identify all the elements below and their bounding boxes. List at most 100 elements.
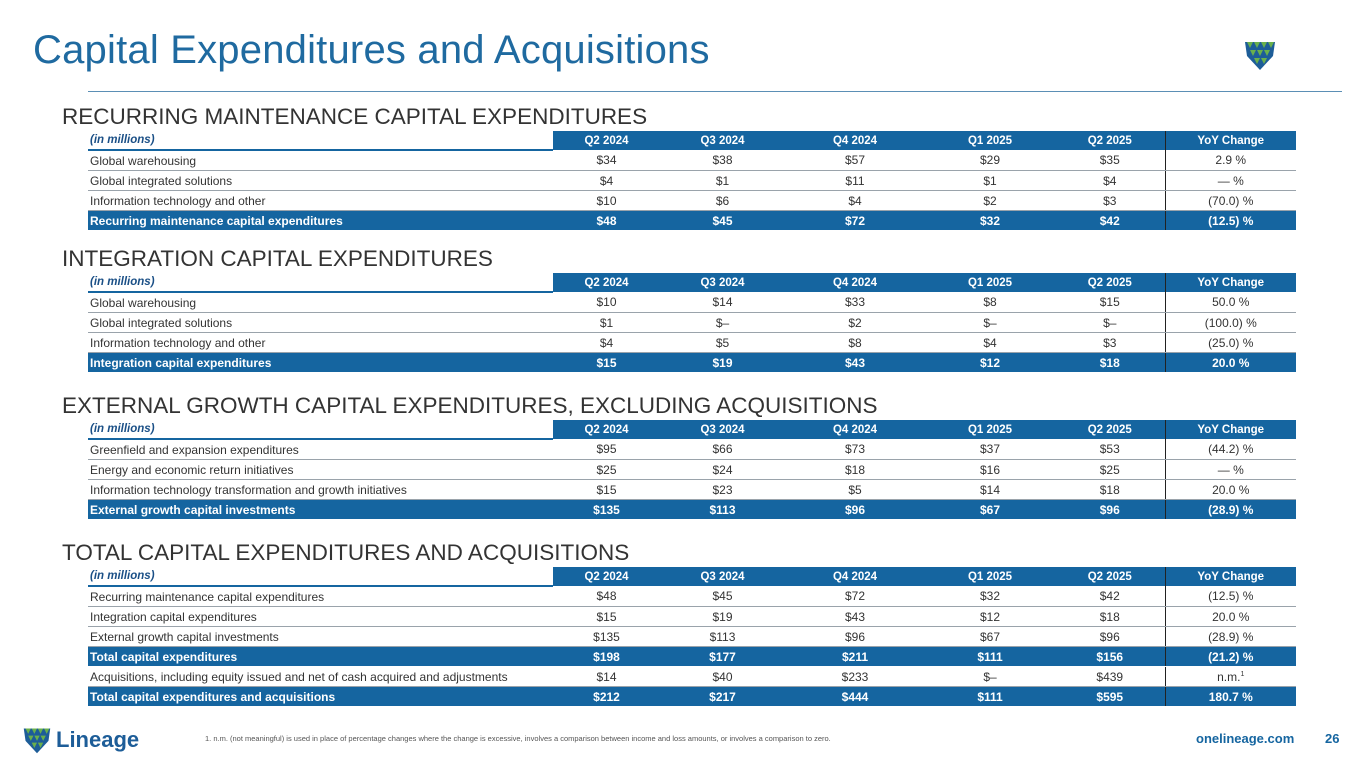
header-row: (in millions) Q2 2024 Q3 2024 Q4 2024 Q1 202… xyxy=(88,420,1296,440)
cell-value: $177 xyxy=(709,649,736,664)
cell: $2 xyxy=(785,312,925,333)
cell-value: 180.7 % xyxy=(1208,689,1253,704)
cell: $6 xyxy=(660,190,785,211)
cell: $48 xyxy=(553,210,660,231)
cell-value: $96 xyxy=(844,629,866,644)
footnote: 1. n.m. (not meaningful) is used in plac… xyxy=(205,734,831,743)
cell-value: $12 xyxy=(979,355,1001,370)
section-title: RECURRING MAINTENANCE CAPITAL EXPENDITUR… xyxy=(62,104,648,129)
cell: $595 xyxy=(1055,686,1165,707)
cell: $217 xyxy=(660,686,785,707)
units-label: (in millions) xyxy=(88,131,553,151)
column-header: Q2 2024 xyxy=(553,131,660,150)
cell: $18 xyxy=(1055,352,1165,373)
cell-value: $19 xyxy=(712,609,733,624)
cell-value: $8 xyxy=(848,335,862,350)
column-header: Q3 2024 xyxy=(660,131,785,150)
cell: $42 xyxy=(1055,210,1165,231)
row-label: External growth capital investments xyxy=(88,626,553,647)
cell-value: (12.5) % xyxy=(1208,213,1254,228)
cell: $1 xyxy=(553,312,660,333)
cell: $38 xyxy=(660,150,785,171)
cell: $45 xyxy=(660,586,785,607)
cell: $18 xyxy=(1055,606,1165,627)
cell: $4 xyxy=(785,190,925,211)
cell: $45 xyxy=(660,210,785,231)
cell-value: $48 xyxy=(596,213,617,228)
section: RECURRING MAINTENANCE CAPITAL EXPENDITUR… xyxy=(62,103,1296,231)
cell-value: 20.0 % xyxy=(1212,482,1250,497)
cell-value: $32 xyxy=(979,589,1001,603)
cell: (12.5) % xyxy=(1164,210,1296,231)
cell: $10 xyxy=(553,292,660,313)
column-header: YoY Change xyxy=(1164,420,1296,439)
cell-value: $444 xyxy=(841,689,869,704)
row-label: Greenfield and expansion expenditures xyxy=(88,439,553,460)
cell: $15 xyxy=(553,479,660,500)
cell-value: $– xyxy=(1103,315,1117,330)
logo-text: Lineage xyxy=(56,727,140,752)
cell: $96 xyxy=(785,499,925,520)
cell: (100.0) % xyxy=(1164,312,1296,333)
cell-value: — % xyxy=(1217,462,1244,477)
cell: $32 xyxy=(925,586,1055,607)
cell-value: $95 xyxy=(596,442,617,456)
cell-value: $53 xyxy=(1099,442,1120,456)
cell: $96 xyxy=(1055,499,1165,520)
cell-value: $35 xyxy=(1099,153,1120,167)
cell: $57 xyxy=(785,150,925,171)
cell-value: $38 xyxy=(712,153,733,167)
table-row: Global warehousing $34 $38 $57 $29 $35 2.9 % xyxy=(88,150,1296,171)
section-title: EXTERNAL GROWTH CAPITAL EXPENDITURES, EX… xyxy=(62,393,878,418)
cell-value: $6 xyxy=(715,193,730,208)
data-table: (in millions) Q2 2024 Q3 2024 Q4 2024 Q1 202… xyxy=(88,273,1296,373)
cell: $19 xyxy=(660,606,785,627)
cell-value: $34 xyxy=(596,153,617,167)
cell-value: $4 xyxy=(1103,173,1117,188)
column-header: Q2 2025 xyxy=(1055,567,1165,586)
table-row: Global warehousing $10 $14 $33 $8 $15 50.0 % xyxy=(88,292,1296,313)
cell-value: $15 xyxy=(596,355,617,370)
cell: $18 xyxy=(1055,479,1165,500)
cell-value: $111 xyxy=(977,689,1003,704)
cell: $233 xyxy=(785,666,925,687)
cell-value: $14 xyxy=(712,295,733,309)
cell: (28.9) % xyxy=(1164,499,1296,520)
total-row: Total capital expenditures $198 $177 $211 $1… xyxy=(88,646,1296,667)
cell: $95 xyxy=(553,439,660,460)
cell: $96 xyxy=(785,626,925,647)
cell: $35 xyxy=(1055,150,1165,171)
section-title: INTEGRATION CAPITAL EXPENDITURES xyxy=(62,246,493,271)
table-row: Global integrated solutions $1 $– $2 $– $– (10… xyxy=(88,312,1296,333)
units-label: (in millions) xyxy=(88,273,553,293)
title-divider xyxy=(88,91,1342,92)
cell: $135 xyxy=(553,499,660,520)
cell-value: 50.0 % xyxy=(1212,295,1250,309)
cell-value: (44.2) % xyxy=(1208,442,1254,456)
row-label: Information technology and other xyxy=(88,332,553,353)
cell-value: $18 xyxy=(1099,482,1120,497)
cell-value: $43 xyxy=(844,609,866,624)
row-label: Information technology transformation an… xyxy=(88,479,553,500)
cell-value: $32 xyxy=(979,213,1001,228)
cell: $5 xyxy=(785,479,925,500)
row-label: External growth capital investments xyxy=(88,499,553,520)
column-header: Q2 2024 xyxy=(553,420,660,439)
cell: $23 xyxy=(660,479,785,500)
row-label: Energy and economic return initiatives xyxy=(88,459,553,480)
header-row: (in millions) Q2 2024 Q3 2024 Q4 2024 Q1 202… xyxy=(88,131,1296,151)
column-header: YoY Change xyxy=(1164,273,1296,292)
website-link[interactable]: onelineage.com xyxy=(1196,731,1295,746)
cell-value: $113 xyxy=(709,629,736,644)
cell: (25.0) % xyxy=(1164,332,1296,353)
cell: $40 xyxy=(660,666,785,687)
cell: $14 xyxy=(925,479,1055,500)
cell-value: $10 xyxy=(596,193,617,208)
cell: $18 xyxy=(785,459,925,480)
cell-value: $16 xyxy=(979,462,1001,477)
cell-value: $212 xyxy=(593,689,620,704)
total-row: External growth capital investments $135 $… xyxy=(88,499,1296,520)
lineage-logo-icon xyxy=(23,728,51,754)
row-label: Global integrated solutions xyxy=(88,170,553,191)
cell-value: (100.0) % xyxy=(1204,315,1257,330)
